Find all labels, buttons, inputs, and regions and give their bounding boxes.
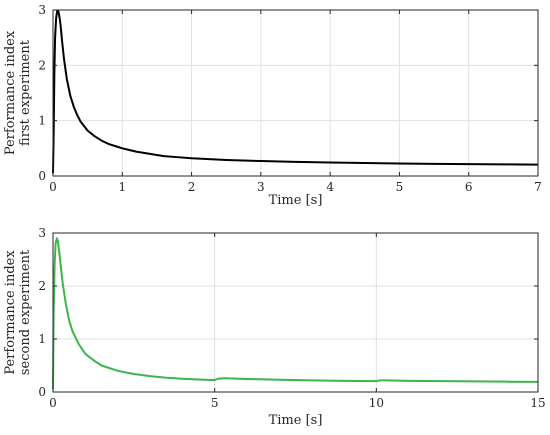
axes-frame	[52, 232, 539, 393]
y-tick-label: 2	[38, 279, 46, 293]
x-tick-label: 15	[530, 396, 545, 410]
y-tick-label: 3	[38, 3, 46, 17]
x-tick-label: 2	[188, 180, 196, 194]
y-axis-label-line: first experiment	[18, 39, 33, 146]
y-axis-label-line: Performance index	[3, 30, 18, 155]
y-tick-label: 3	[38, 226, 46, 240]
x-axis-label: Time [s]	[269, 193, 323, 208]
series-line	[52, 237, 539, 390]
chart-panel-second-experiment: 0 5 10 15 0 1 2 3 Time [s] Performance index secon…	[3, 226, 546, 428]
x-tick-label: 4	[326, 180, 334, 194]
x-tick-label: 0	[49, 396, 57, 410]
x-tick-label: 5	[396, 180, 404, 194]
y-tick-label: 0	[38, 169, 46, 183]
axes-frame	[52, 9, 539, 177]
x-tick-label: 7	[534, 180, 542, 194]
x-tick-label: 5	[211, 396, 219, 410]
y-axis-label-line: second experiment	[18, 249, 33, 375]
x-tick-label: 0	[49, 180, 57, 194]
chart-panel-first-experiment: 0 1 2 3 4 5 6 7 0 1 2 3 Time [s] Performance index fir…	[3, 3, 542, 208]
x-tick-label: 1	[118, 180, 126, 194]
y-axis-label-line: Performance index	[3, 250, 18, 375]
x-axis-label: Time [s]	[269, 413, 323, 428]
y-tick-label: 2	[38, 58, 46, 72]
x-tick-label: 6	[465, 180, 473, 194]
y-tick-label: 1	[38, 332, 46, 346]
y-tick-label: 0	[38, 385, 46, 399]
x-tick-label: 3	[257, 180, 265, 194]
series-line	[52, 9, 539, 174]
y-tick-label: 1	[38, 114, 46, 128]
x-tick-label: 10	[369, 396, 384, 410]
